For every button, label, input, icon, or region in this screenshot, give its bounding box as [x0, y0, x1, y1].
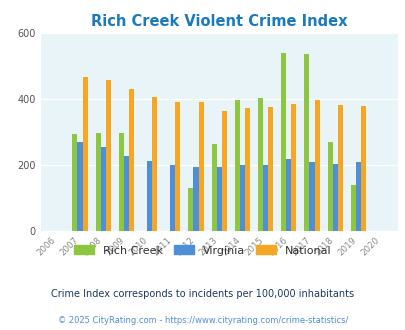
Bar	[82, 77, 87, 231]
Title: Rich Creek Violent Crime Index: Rich Creek Violent Crime Index	[91, 14, 347, 29]
Bar	[291, 104, 296, 231]
Bar	[175, 102, 180, 231]
Bar	[304, 54, 309, 231]
Bar	[309, 162, 314, 231]
Bar	[77, 142, 82, 231]
Legend: Rich Creek, Virginia, National: Rich Creek, Virginia, National	[70, 241, 335, 260]
Bar	[129, 89, 134, 231]
Bar	[221, 111, 226, 231]
Bar	[314, 100, 319, 231]
Text: Crime Index corresponds to incidents per 100,000 inhabitants: Crime Index corresponds to incidents per…	[51, 289, 354, 299]
Bar	[198, 102, 203, 231]
Bar	[119, 133, 124, 231]
Bar	[95, 133, 100, 231]
Bar	[286, 159, 291, 231]
Bar	[100, 147, 106, 231]
Bar	[193, 167, 198, 231]
Bar	[72, 134, 77, 231]
Bar	[327, 142, 332, 231]
Bar	[281, 53, 286, 231]
Bar	[216, 167, 221, 231]
Bar	[350, 185, 355, 231]
Bar	[244, 108, 249, 231]
Bar	[234, 100, 239, 231]
Bar	[257, 98, 262, 231]
Bar	[170, 165, 175, 231]
Bar	[106, 80, 111, 231]
Bar	[332, 164, 337, 231]
Bar	[239, 165, 244, 231]
Bar	[268, 107, 273, 231]
Bar	[355, 162, 360, 231]
Bar	[124, 156, 129, 231]
Bar	[337, 105, 342, 231]
Bar	[188, 188, 193, 231]
Bar	[147, 161, 152, 231]
Bar	[211, 144, 216, 231]
Bar	[152, 97, 157, 231]
Bar	[360, 106, 365, 231]
Bar	[262, 165, 268, 231]
Text: © 2025 CityRating.com - https://www.cityrating.com/crime-statistics/: © 2025 CityRating.com - https://www.city…	[58, 316, 347, 325]
